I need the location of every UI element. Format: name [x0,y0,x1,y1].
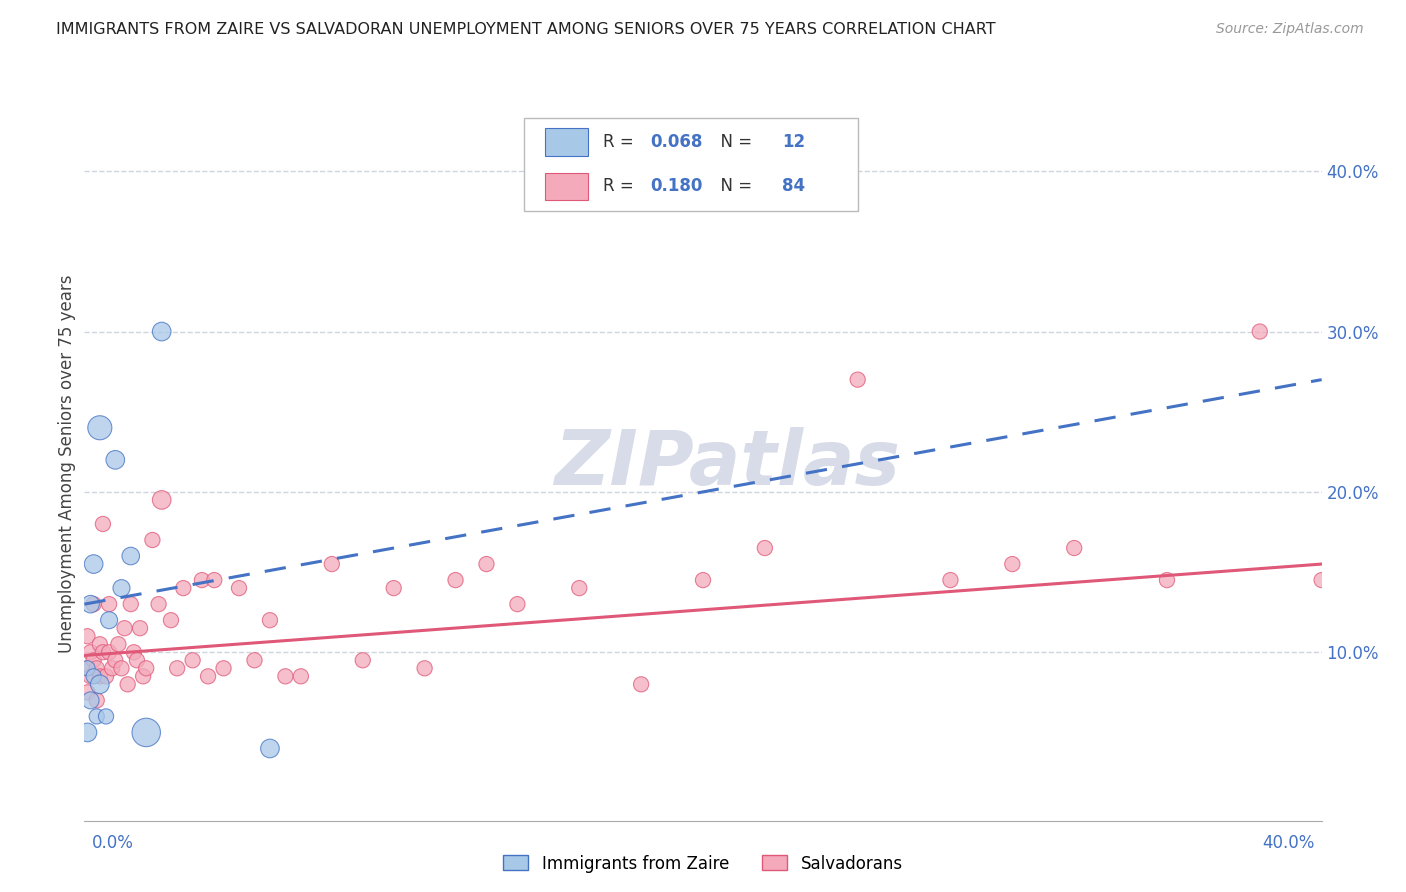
Point [101,661,124,675]
Point [91,645,114,659]
Point [1372,557,1395,571]
Point [166,661,188,675]
Point [114,621,136,635]
FancyBboxPatch shape [544,128,588,155]
Point [1310,573,1333,587]
Text: 0.180: 0.180 [650,178,702,195]
Point [98,613,121,627]
Text: Source: ZipAtlas.com: Source: ZipAtlas.com [1216,22,1364,37]
Point [86,693,108,707]
Point [243,653,266,667]
Text: IMMIGRANTS FROM ZAIRE VS SALVADORAN UNEMPLOYMENT AMONG SENIORS OVER 75 YEARS COR: IMMIGRANTS FROM ZAIRE VS SALVADORAN UNEM… [56,22,995,37]
Point [141,533,163,547]
Point [94,669,117,683]
Text: 0.0%: 0.0% [91,834,134,852]
Point [475,557,498,571]
Point [191,573,214,587]
Point [89,421,111,435]
Point [94,709,117,723]
Text: R =: R = [603,133,638,151]
Point [172,581,194,595]
Y-axis label: Unemployment Among Seniors over 75 years: Unemployment Among Seniors over 75 years [58,275,76,653]
Point [76,661,98,675]
Point [120,597,142,611]
Point [692,573,714,587]
Point [413,661,436,675]
Point [79,597,101,611]
Point [202,573,225,587]
Point [150,492,173,507]
Point [83,557,105,571]
Point [79,669,101,683]
Point [1001,557,1024,571]
Point [846,373,869,387]
Legend: Immigrants from Zaire, Salvadorans: Immigrants from Zaire, Salvadorans [496,848,910,880]
Point [76,629,98,643]
Point [321,557,343,571]
Point [117,677,139,691]
Point [98,597,121,611]
FancyBboxPatch shape [544,173,588,200]
Point [259,613,281,627]
Point [91,516,114,531]
Point [125,653,148,667]
FancyBboxPatch shape [523,118,858,211]
Point [212,661,235,675]
Point [98,645,121,659]
Text: 84: 84 [782,178,806,195]
Point [86,709,108,723]
Point [89,677,111,691]
Point [135,725,157,739]
Point [89,669,111,683]
Point [160,613,183,627]
Point [754,541,776,555]
Point [120,549,142,563]
Point [129,621,152,635]
Point [150,325,173,339]
Text: N =: N = [710,178,758,195]
Point [76,661,98,675]
Point [148,597,170,611]
Point [568,581,591,595]
Point [86,661,108,675]
Text: 40.0%: 40.0% [1263,834,1315,852]
Point [107,637,129,651]
Point [104,453,127,467]
Point [110,581,132,595]
Point [228,581,250,595]
Point [352,653,374,667]
Point [274,669,297,683]
Point [76,725,98,739]
Point [104,653,127,667]
Point [89,637,111,651]
Point [197,669,219,683]
Text: R =: R = [603,178,638,195]
Point [135,661,157,675]
Point [83,597,105,611]
Point [1063,541,1085,555]
Point [1156,573,1178,587]
Text: 0.068: 0.068 [650,133,702,151]
Point [76,685,98,699]
Point [259,741,281,756]
Point [290,669,312,683]
Text: N =: N = [710,133,758,151]
Point [1249,325,1271,339]
Point [83,653,105,667]
Text: 12: 12 [782,133,806,151]
Text: ZIPatlas: ZIPatlas [555,427,901,500]
Point [79,645,101,659]
Point [83,669,105,683]
Point [630,677,652,691]
Point [444,573,467,587]
Point [132,669,155,683]
Point [506,597,529,611]
Point [181,653,204,667]
Point [122,645,145,659]
Point [110,661,132,675]
Point [939,573,962,587]
Point [79,693,101,707]
Point [382,581,405,595]
